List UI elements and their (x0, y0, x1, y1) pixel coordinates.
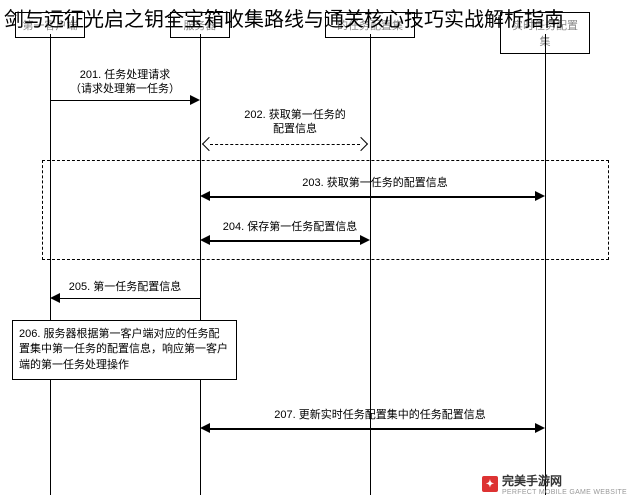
arrow-201 (50, 100, 190, 101)
note-206: 206. 服务器根据第一客户端对应的任务配置集中第一任务的配置信息，响应第一客户… (12, 320, 237, 380)
lifeline-4 (545, 34, 546, 495)
opt-frame (42, 160, 609, 260)
note-206-text: 206. 服务器根据第一客户端对应的任务配置集中第一任务的配置信息，响应第一客户… (19, 328, 228, 371)
msg-201-line1: 201. 任务处理请求 (55, 68, 195, 82)
msg-202-label: 202. 获取第一任务的 配置信息 (220, 108, 370, 137)
arrow-203 (210, 196, 535, 198)
msg-205-label: 205. 第一任务配置信息 (55, 280, 195, 294)
arrowhead-205 (50, 293, 60, 303)
arrowhead-202-l (202, 137, 216, 151)
arrowhead-203-l (200, 191, 210, 201)
arrowhead-204-r (360, 235, 370, 245)
arrowhead-207-l (200, 423, 210, 433)
watermark-text: 完美手游网 PERFECT MOBILE GAME WEBSITE (502, 472, 627, 496)
page-title: 剑与远征光启之钥全宝箱收集路线与通关核心技巧实战解析指南 (4, 6, 564, 34)
arrow-204 (210, 240, 360, 242)
msg-201-label: 201. 任务处理请求 （请求处理第一任务） (55, 68, 195, 97)
arrow-205 (60, 298, 200, 299)
lifeline-3 (370, 34, 371, 495)
arrowhead-202-r (354, 137, 368, 151)
watermark-cn: 完美手游网 (502, 472, 627, 489)
arrowhead-203-r (535, 191, 545, 201)
watermark-en: PERFECT MOBILE GAME WEBSITE (502, 489, 627, 496)
lifeline-1 (50, 34, 51, 495)
msg-201-line2: （请求处理第一任务） (55, 82, 195, 96)
arrowhead-201 (190, 95, 200, 105)
msg-204-label: 204. 保存第一任务配置信息 (215, 220, 365, 234)
arrow-207 (210, 428, 535, 430)
msg-203-label: 203. 获取第一任务的配置信息 (270, 176, 480, 190)
arrowhead-207-r (535, 423, 545, 433)
msg-207-label: 207. 更新实时任务配置集中的任务配置信息 (240, 408, 520, 422)
watermark-logo-icon: ✦ (482, 476, 498, 492)
watermark: ✦ 完美手游网 PERFECT MOBILE GAME WEBSITE (482, 472, 627, 496)
arrow-202 (210, 144, 360, 145)
arrowhead-204-l (200, 235, 210, 245)
